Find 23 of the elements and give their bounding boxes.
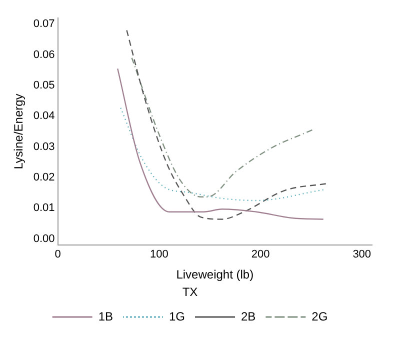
x-tick-label: 200: [251, 248, 270, 261]
line-series: [117, 68, 324, 220]
y-tick-label: 0.06: [33, 48, 55, 61]
y-tick-label: 0.03: [33, 140, 55, 153]
y-tick-label: 0.02: [33, 172, 55, 184]
legend-title: TX: [182, 284, 198, 299]
y-tick-label: 0.04: [33, 110, 55, 122]
line-series: [120, 107, 324, 202]
x-tick-label: 0: [54, 248, 61, 261]
x-tick-label: 100: [150, 248, 168, 261]
y-tick-label: 0.01: [33, 202, 55, 214]
legend-label: 2G: [312, 309, 328, 324]
x-tick-label: 300: [352, 248, 372, 261]
line-series: [131, 57, 313, 198]
x-axis-title: Liveweight (lb): [176, 268, 254, 282]
legend-label: 1G: [168, 309, 186, 324]
legend-label: 1B: [98, 309, 113, 324]
y-tick-label: 0.05: [33, 80, 55, 92]
legend-label: 2B: [241, 309, 256, 324]
y-tick-label: 0.00: [33, 232, 55, 245]
y-axis-title: Lysine/Energy: [12, 94, 26, 170]
y-tick-label: 0.07: [33, 18, 55, 30]
line-series: [126, 30, 327, 220]
